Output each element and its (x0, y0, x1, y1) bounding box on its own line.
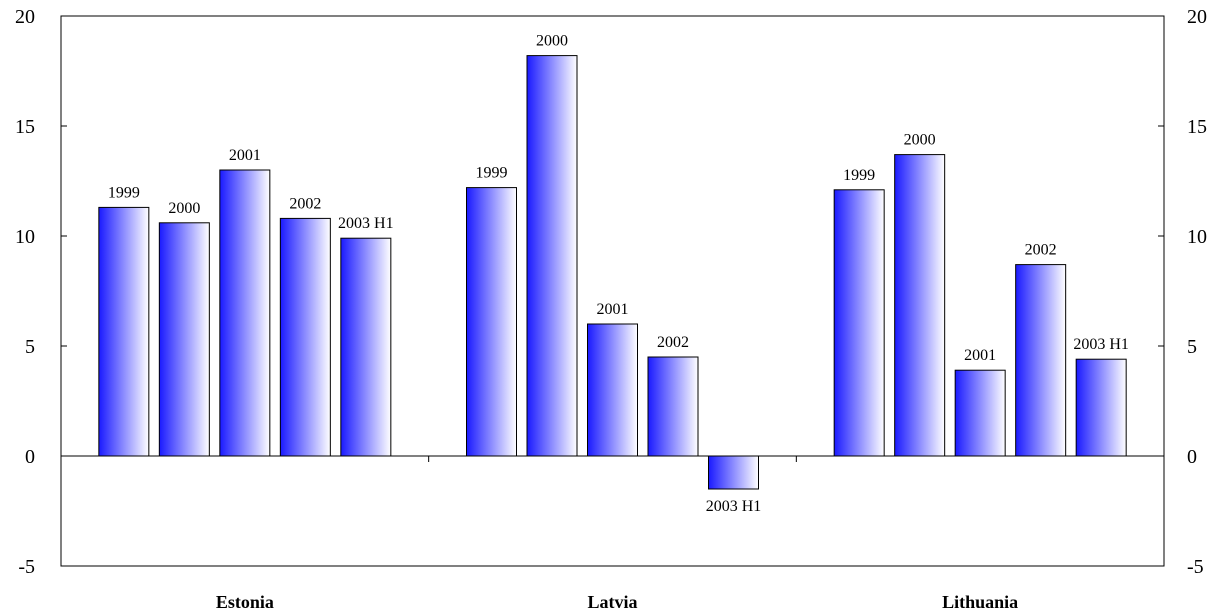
y-tick-label-left: 0 (25, 446, 35, 468)
y-tick-label-left: 5 (25, 336, 35, 358)
bar-data-label: 2002 (289, 195, 321, 212)
bar (219, 169, 271, 457)
bar (708, 455, 759, 490)
bar-data-label: 2002 (657, 334, 689, 351)
bar (833, 189, 885, 457)
bar (279, 217, 331, 457)
category-label: Latvia (587, 592, 637, 612)
bar-data-label: 1999 (108, 184, 140, 201)
bar-data-label: 2000 (168, 200, 200, 217)
bar (894, 154, 946, 457)
bar-data-label: 2002 (1025, 242, 1057, 259)
y-tick-label-right: -5 (1187, 556, 1204, 578)
bar (647, 356, 699, 457)
bar-data-label: 1999 (843, 167, 875, 184)
bar (98, 206, 150, 457)
bar-data-label: 2001 (229, 147, 261, 164)
bar-data-label: 2000 (536, 33, 568, 50)
bar (158, 222, 210, 457)
bar-data-label: 2001 (597, 301, 629, 318)
y-tick-label-right: 10 (1187, 226, 1207, 248)
y-tick-label-left: -5 (18, 556, 35, 578)
bars (98, 55, 1127, 490)
y-tick-label-right: 5 (1187, 336, 1197, 358)
bar-data-label: 2001 (964, 347, 996, 364)
labels: 1999 2000 2001 2002 2003 H1 Estonia 1999 2000 20… (108, 33, 1129, 612)
bar-data-label: 2003 H1 (1073, 336, 1129, 353)
y-tick-label-right: 0 (1187, 446, 1197, 468)
y-tick-label-left: 10 (15, 226, 35, 248)
bar (1015, 264, 1067, 457)
bar-data-label: 2003 H1 (706, 498, 762, 515)
y-tick-label-right: 20 (1187, 6, 1207, 28)
bar-data-label: 2003 H1 (338, 215, 394, 232)
category-label: Lithuania (942, 592, 1018, 612)
bar (466, 187, 517, 457)
plot-frame (60, 15, 1165, 567)
bar (954, 369, 1006, 457)
category-label: Estonia (216, 592, 274, 612)
y-tick-label-left: 20 (15, 6, 35, 28)
bar (587, 323, 638, 457)
bar (1075, 358, 1127, 457)
bar (340, 237, 392, 457)
bar (526, 55, 578, 457)
y-tick-label-right: 15 (1187, 116, 1207, 138)
y-tick-label-left: 15 (15, 116, 35, 138)
bar-data-label: 2000 (904, 132, 936, 149)
bar-data-label: 1999 (476, 165, 508, 182)
